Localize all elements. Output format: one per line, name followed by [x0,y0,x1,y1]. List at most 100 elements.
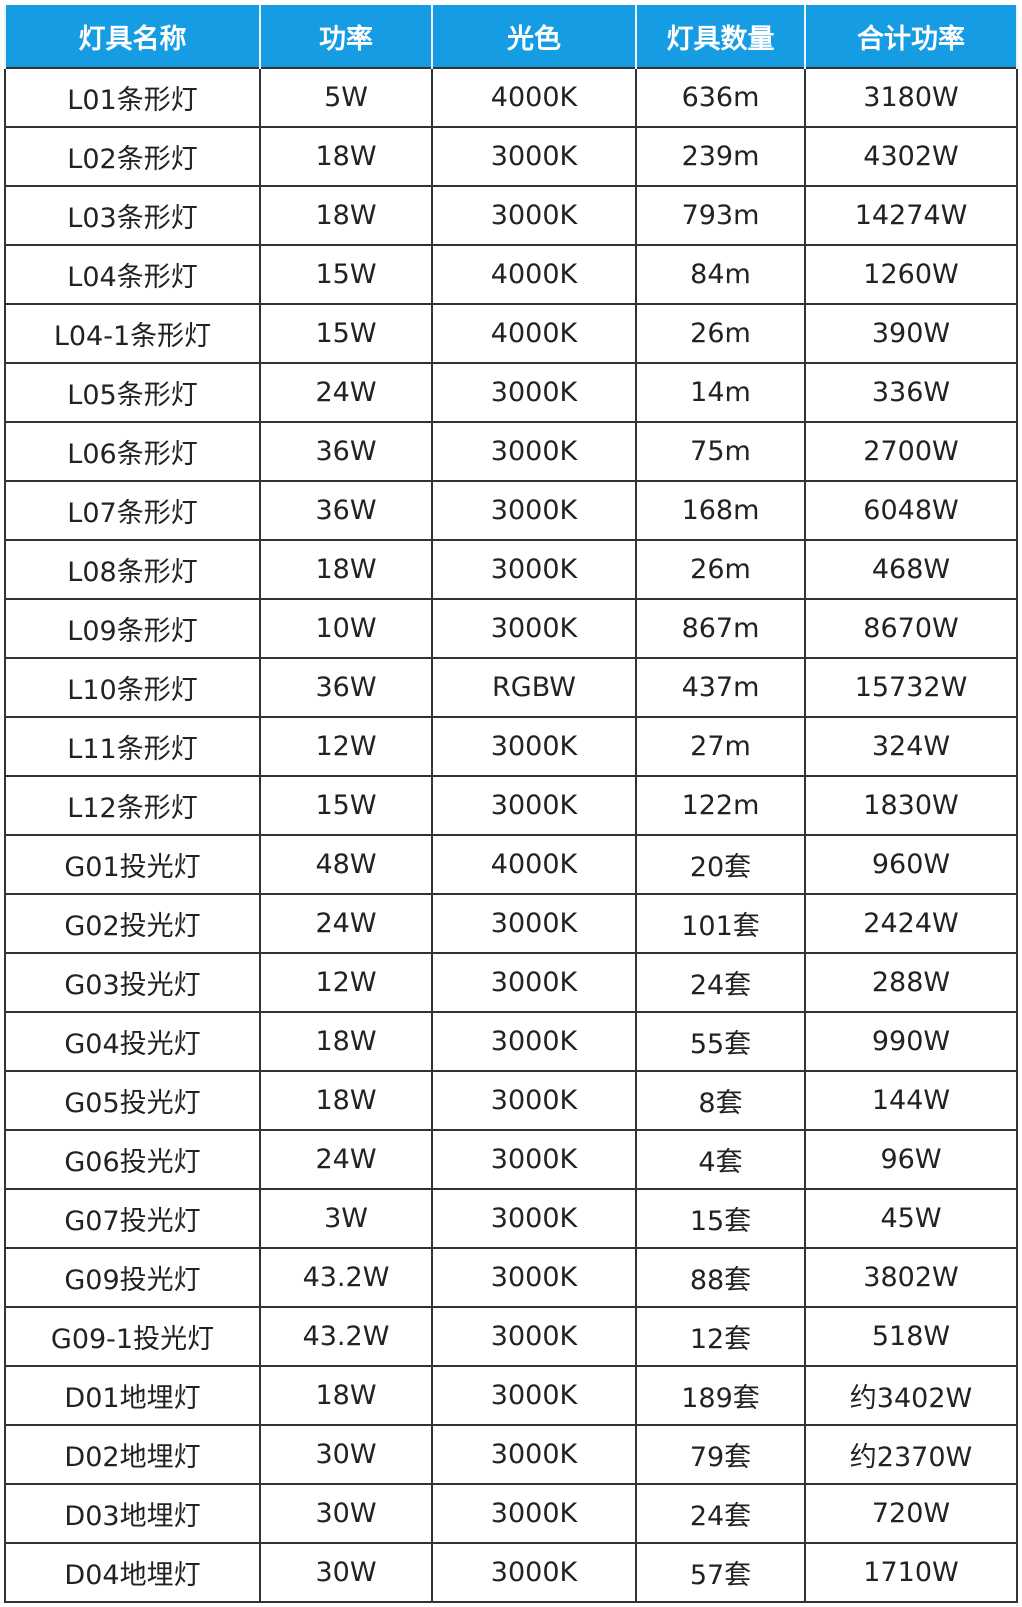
cell-total-power: 720W [804,1483,1018,1544]
cell-power: 36W [259,421,433,482]
cell-power: 15W [259,244,433,305]
table-row: G07投光灯 3W 3000K 15套 45W [4,1188,1018,1249]
table-row: L11条形灯 12W 3000K 27m 324W [4,716,1018,777]
cell-quantity: 168m [635,480,806,541]
cell-power: 10W [259,598,433,659]
cell-fixture-name: L06条形灯 [4,421,261,482]
cell-total-power: 15732W [804,657,1018,718]
header-total-power: 合计功率 [804,5,1018,68]
cell-quantity: 26m [635,303,806,364]
table-row: G05投光灯 18W 3000K 8套 144W [4,1070,1018,1131]
cell-quantity: 75m [635,421,806,482]
cell-fixture-name: L04-1条形灯 [4,303,261,364]
cell-fixture-name: L07条形灯 [4,480,261,541]
cell-fixture-name: L11条形灯 [4,716,261,777]
cell-light-color: 3000K [431,539,637,600]
cell-total-power: 96W [804,1129,1018,1190]
header-fixture-name: 灯具名称 [4,5,261,68]
cell-fixture-name: G01投光灯 [4,834,261,895]
cell-fixture-name: L03条形灯 [4,185,261,246]
table-row: L04条形灯 15W 4000K 84m 1260W [4,244,1018,305]
cell-power: 18W [259,126,433,187]
cell-fixture-name: G05投光灯 [4,1070,261,1131]
table-row: G09-1投光灯 43.2W 3000K 12套 518W [4,1306,1018,1367]
cell-total-power: 1830W [804,775,1018,836]
cell-quantity: 84m [635,244,806,305]
cell-total-power: 1260W [804,244,1018,305]
cell-quantity: 57套 [635,1542,806,1603]
table-row: L04-1条形灯 15W 4000K 26m 390W [4,303,1018,364]
cell-quantity: 793m [635,185,806,246]
cell-power: 18W [259,539,433,600]
cell-quantity: 8套 [635,1070,806,1131]
cell-quantity: 12套 [635,1306,806,1367]
cell-quantity: 88套 [635,1247,806,1308]
cell-fixture-name: G07投光灯 [4,1188,261,1249]
cell-power: 36W [259,480,433,541]
cell-power: 30W [259,1483,433,1544]
table-row: L07条形灯 36W 3000K 168m 6048W [4,480,1018,541]
cell-fixture-name: L02条形灯 [4,126,261,187]
cell-fixture-name: G04投光灯 [4,1011,261,1072]
cell-total-power: 336W [804,362,1018,423]
cell-light-color: 3000K [431,1247,637,1308]
cell-total-power: 324W [804,716,1018,777]
cell-fixture-name: L04条形灯 [4,244,261,305]
table-row: L06条形灯 36W 3000K 75m 2700W [4,421,1018,482]
cell-light-color: 3000K [431,1424,637,1485]
cell-light-color: 3000K [431,185,637,246]
cell-power: 12W [259,952,433,1013]
cell-power: 18W [259,1365,433,1426]
cell-light-color: 4000K [431,834,637,895]
cell-total-power: 990W [804,1011,1018,1072]
cell-light-color: 3000K [431,421,637,482]
cell-total-power: 约2370W [804,1424,1018,1485]
table-body: L01条形灯 5W 4000K 636m 3180W L02条形灯 18W 3000K 239m… [4,67,1018,1603]
cell-quantity: 101套 [635,893,806,954]
cell-fixture-name: G03投光灯 [4,952,261,1013]
cell-fixture-name: L01条形灯 [4,67,261,128]
cell-light-color: 3000K [431,126,637,187]
cell-power: 24W [259,362,433,423]
table-row: G01投光灯 48W 4000K 20套 960W [4,834,1018,895]
cell-quantity: 55套 [635,1011,806,1072]
cell-power: 18W [259,1070,433,1131]
cell-light-color: RGBW [431,657,637,718]
cell-total-power: 960W [804,834,1018,895]
cell-fixture-name: L10条形灯 [4,657,261,718]
table-row: D03地埋灯 30W 3000K 24套 720W [4,1483,1018,1544]
cell-power: 5W [259,67,433,128]
cell-total-power: 2700W [804,421,1018,482]
table-row: G09投光灯 43.2W 3000K 88套 3802W [4,1247,1018,1308]
cell-power: 24W [259,1129,433,1190]
cell-light-color: 3000K [431,716,637,777]
cell-quantity: 15套 [635,1188,806,1249]
cell-quantity: 79套 [635,1424,806,1485]
table-row: L09条形灯 10W 3000K 867m 8670W [4,598,1018,659]
cell-light-color: 3000K [431,480,637,541]
cell-light-color: 3000K [431,1483,637,1544]
cell-power: 3W [259,1188,433,1249]
cell-light-color: 3000K [431,952,637,1013]
cell-fixture-name: L08条形灯 [4,539,261,600]
cell-light-color: 3000K [431,1188,637,1249]
cell-power: 24W [259,893,433,954]
cell-total-power: 3180W [804,67,1018,128]
cell-power: 30W [259,1542,433,1603]
table-row: L02条形灯 18W 3000K 239m 4302W [4,126,1018,187]
table-row: L08条形灯 18W 3000K 26m 468W [4,539,1018,600]
cell-light-color: 3000K [431,1070,637,1131]
cell-quantity: 24套 [635,1483,806,1544]
table-row: D01地埋灯 18W 3000K 189套 约3402W [4,1365,1018,1426]
cell-total-power: 2424W [804,893,1018,954]
table-row: L10条形灯 36W RGBW 437m 15732W [4,657,1018,718]
cell-quantity: 867m [635,598,806,659]
cell-fixture-name: D04地埋灯 [4,1542,261,1603]
cell-total-power: 144W [804,1070,1018,1131]
cell-fixture-name: L05条形灯 [4,362,261,423]
table-row: G03投光灯 12W 3000K 24套 288W [4,952,1018,1013]
cell-light-color: 3000K [431,1306,637,1367]
cell-light-color: 4000K [431,244,637,305]
cell-fixture-name: L09条形灯 [4,598,261,659]
cell-total-power: 45W [804,1188,1018,1249]
